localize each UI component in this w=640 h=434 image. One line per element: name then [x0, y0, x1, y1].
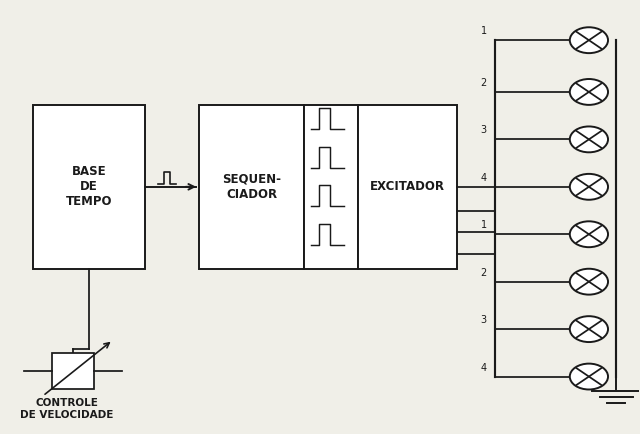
Circle shape [570, 221, 608, 247]
Text: 4: 4 [481, 173, 487, 183]
Text: EXCITADOR: EXCITADOR [370, 180, 445, 193]
Circle shape [570, 126, 608, 152]
Circle shape [570, 316, 608, 342]
Text: 1: 1 [481, 220, 487, 230]
Bar [33, 105, 145, 269]
Bar [199, 105, 304, 269]
Bar [304, 105, 358, 269]
Text: 4: 4 [481, 363, 487, 373]
Text: 2: 2 [481, 268, 487, 278]
Text: 3: 3 [481, 315, 487, 325]
Circle shape [570, 269, 608, 295]
Circle shape [570, 364, 608, 389]
Text: CONTROLE
DE VELOCIDADE: CONTROLE DE VELOCIDADE [20, 398, 113, 420]
Text: 2: 2 [481, 78, 487, 88]
Text: 1: 1 [481, 26, 487, 36]
Circle shape [570, 79, 608, 105]
Bar [52, 353, 94, 389]
Text: BASE
DE
TEMPO: BASE DE TEMPO [66, 165, 112, 208]
Bar [358, 105, 457, 269]
Circle shape [570, 27, 608, 53]
Circle shape [570, 174, 608, 200]
Text: 3: 3 [481, 125, 487, 135]
Text: SEQUEN-
CIADOR: SEQUEN- CIADOR [222, 173, 281, 201]
